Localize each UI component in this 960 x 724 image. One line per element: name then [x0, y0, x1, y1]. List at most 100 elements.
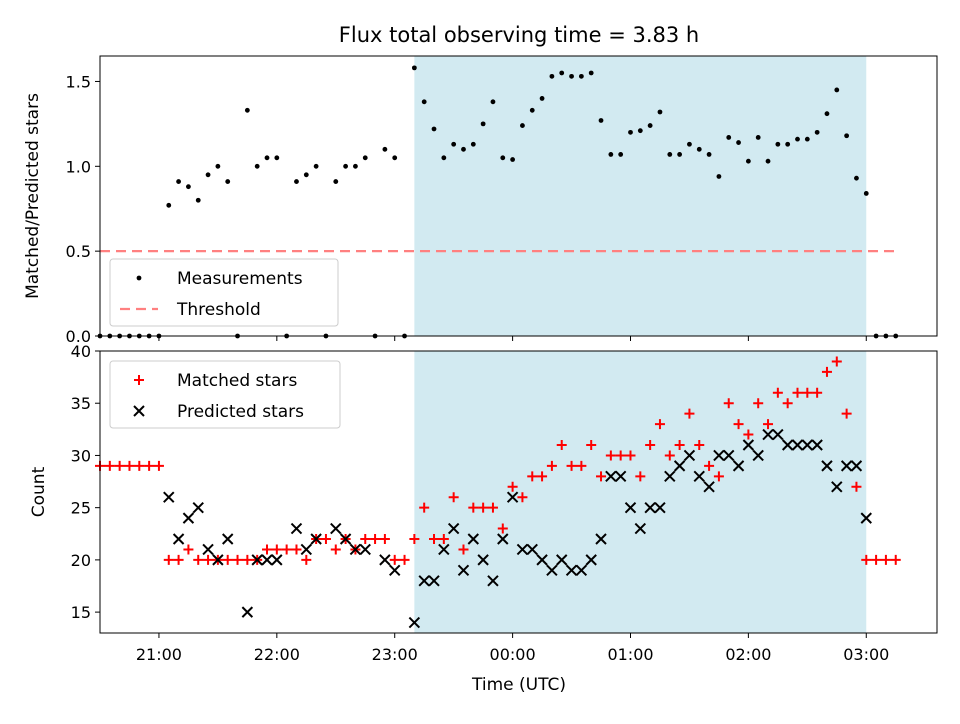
- data-point: [615, 450, 626, 461]
- data-point: [183, 544, 194, 555]
- data-point: [742, 439, 755, 451]
- data-point: [814, 129, 820, 135]
- data-point: [549, 73, 555, 79]
- data-point: [254, 163, 260, 169]
- data-point: [775, 141, 781, 147]
- data-point: [687, 141, 692, 147]
- data-point: [193, 554, 204, 565]
- data-point: [614, 470, 627, 483]
- observing-window: [414, 351, 867, 633]
- data-point: [804, 136, 810, 142]
- data-point: [457, 564, 470, 577]
- data-point: [134, 460, 145, 471]
- data-point: [713, 449, 725, 462]
- data-point: [264, 155, 270, 161]
- data-point: [438, 534, 449, 544]
- data-point: [732, 460, 745, 472]
- data-point: [205, 172, 211, 178]
- legend-box: [109, 360, 341, 429]
- data-point: [654, 501, 666, 514]
- data-point: [487, 575, 499, 587]
- data-point: [251, 554, 263, 566]
- data-point: [772, 387, 783, 398]
- data-point: [261, 554, 273, 566]
- data-point: [527, 471, 538, 482]
- data-point: [840, 460, 853, 472]
- data-point: [392, 155, 398, 161]
- data-point: [785, 141, 791, 147]
- plot-frame: [99, 350, 938, 634]
- data-point: [399, 554, 410, 565]
- data-point: [637, 128, 643, 134]
- chart-title: Flux total observing time = 3.83 h: [339, 23, 699, 47]
- data-point: [704, 460, 715, 471]
- data-point: [713, 471, 724, 482]
- data-point: [536, 554, 548, 566]
- data-point: [303, 172, 309, 178]
- data-point: [706, 152, 712, 157]
- data-point: [408, 616, 421, 629]
- x-tick-label: 00:00: [490, 645, 536, 664]
- data-point: [795, 136, 800, 142]
- data-point: [673, 460, 686, 472]
- data-point: [431, 126, 437, 132]
- data-point: [755, 135, 761, 140]
- data-point: [360, 534, 371, 544]
- data-point: [506, 491, 519, 503]
- data-point: [566, 460, 577, 471]
- data-point: [202, 543, 214, 556]
- data-point: [578, 73, 584, 79]
- data-point: [478, 502, 489, 513]
- data-point: [726, 135, 732, 140]
- data-point: [379, 554, 391, 566]
- data-point: [222, 554, 233, 565]
- data-point: [281, 544, 292, 555]
- data-point: [716, 174, 722, 179]
- data-point: [379, 534, 390, 544]
- data-point: [723, 449, 735, 462]
- data-point: [438, 543, 450, 556]
- data-point: [225, 179, 231, 184]
- data-point: [480, 121, 486, 127]
- data-point: [569, 73, 574, 79]
- ratio-panel: 0.0 0.5 1.0 1.5 Matched/Predicted stars Measu…: [23, 55, 938, 346]
- data-point: [353, 163, 358, 169]
- data-point: [860, 512, 872, 524]
- x-tick-label: 01:00: [607, 645, 653, 664]
- legend-label: Predicted stars: [177, 402, 304, 422]
- x-axis-label: Time (UTC): [471, 675, 566, 695]
- data-point: [447, 522, 460, 535]
- y-tick-label: 1.0: [66, 157, 91, 176]
- data-point: [851, 481, 862, 492]
- data-point: [674, 440, 685, 450]
- data-point: [382, 146, 388, 152]
- legend-label: Threshold: [176, 300, 261, 320]
- data-point: [448, 492, 459, 503]
- data-point: [242, 554, 253, 565]
- data-point: [411, 65, 417, 71]
- data-point: [576, 460, 587, 471]
- data-point: [163, 491, 175, 503]
- data-point: [320, 534, 331, 544]
- data-point: [520, 123, 525, 128]
- data-point: [409, 534, 420, 544]
- data-point: [539, 96, 545, 101]
- data-point: [703, 481, 715, 493]
- x-tick-label: 21:00: [136, 645, 182, 664]
- data-point: [330, 522, 342, 535]
- data-point: [163, 554, 174, 565]
- data-point: [510, 157, 516, 162]
- data-point: [232, 554, 243, 565]
- data-point: [812, 387, 823, 398]
- data-point: [628, 129, 633, 135]
- plot-frame: [99, 55, 938, 337]
- data-point: [588, 70, 594, 76]
- data-point: [559, 70, 565, 76]
- data-point: [212, 554, 224, 566]
- data-point: [693, 470, 705, 483]
- data-point: [294, 179, 299, 184]
- data-point: [419, 502, 430, 513]
- data-point: [244, 107, 250, 113]
- data-point: [301, 554, 312, 565]
